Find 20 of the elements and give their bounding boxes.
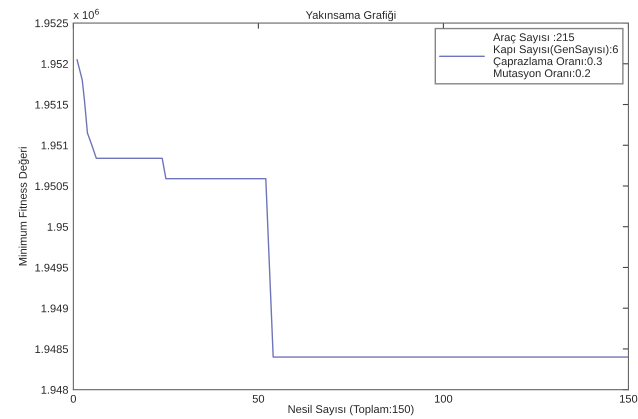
- y-axis-title: Minimum Fitness Değeri: [18, 147, 29, 266]
- legend-label: Araç Sayısı :215 Kapı Sayısı(GenSayısı):6 Çaprazlama Oranı:0.3 Mutasyon Oranı:0.2: [493, 33, 618, 80]
- x-axis-title: Nesil Sayısı (Toplam:150): [288, 404, 414, 416]
- x-tick-label: 100: [434, 394, 452, 403]
- y-tick-label: 1.9525: [35, 19, 68, 28]
- y-tick-label: 1.951: [42, 142, 68, 150]
- x-tick-label: 0: [70, 394, 76, 403]
- y-tick-label: 1.948: [42, 386, 68, 394]
- y-tick-label: 1.952: [42, 60, 68, 68]
- y-tick-label: 1.9485: [35, 345, 68, 354]
- x-tick-label: 50: [252, 394, 264, 403]
- line-series: [76, 59, 628, 358]
- y-tick-label: 1.949: [42, 304, 68, 312]
- y-tick-label: 1.9515: [35, 100, 68, 109]
- x-tick-label: 150: [620, 394, 638, 403]
- chart-title: Yakınsama Grafiği: [306, 10, 396, 22]
- text: x 10$^{6}$: [73, 8, 99, 19]
- y-tick-label: 1.95: [48, 222, 68, 231]
- y-tick-label: 1.9495: [35, 264, 68, 272]
- y-tick-label: 1.9505: [35, 182, 68, 190]
